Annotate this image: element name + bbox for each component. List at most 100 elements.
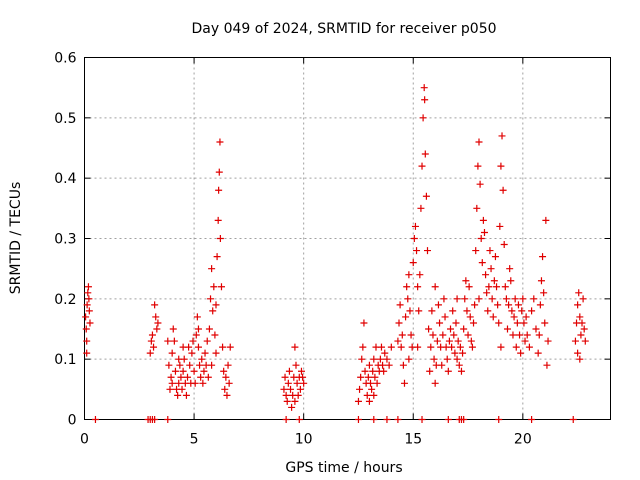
data-point (394, 337, 402, 345)
data-point (485, 283, 493, 291)
data-point (506, 265, 514, 273)
data-point (200, 367, 208, 375)
data-point (84, 283, 92, 291)
data-point (283, 397, 291, 405)
y-tick-label: 0.1 (54, 352, 76, 368)
data-point (165, 361, 173, 369)
data-point (473, 204, 481, 212)
data-point (452, 319, 460, 327)
data-point (216, 235, 224, 242)
data-point (168, 349, 176, 357)
data-point (83, 349, 91, 357)
data-point (543, 361, 551, 369)
data-point (451, 349, 459, 357)
data-point (370, 391, 378, 399)
data-point (419, 114, 427, 122)
data-point (505, 301, 513, 309)
data-point (516, 331, 524, 339)
grid (84, 57, 611, 420)
data-point (467, 337, 475, 345)
data-point (219, 343, 227, 351)
data-point (402, 313, 410, 321)
data-point (500, 241, 508, 249)
data-point (417, 204, 425, 212)
data-point (461, 295, 469, 303)
data-point (196, 361, 204, 369)
y-tick-label: 0.5 (54, 111, 76, 127)
data-point (495, 319, 503, 327)
data-point (448, 343, 456, 351)
data-point (222, 373, 230, 381)
data-point (215, 168, 223, 176)
data-point (288, 403, 296, 411)
data-point (477, 235, 485, 242)
data-point (427, 343, 435, 351)
data-point (536, 301, 544, 309)
data-point (578, 319, 586, 327)
data-point (441, 313, 449, 321)
data-point (208, 265, 216, 273)
data-point (414, 343, 422, 351)
data-point (508, 307, 516, 315)
data-point (438, 361, 446, 369)
data-point (544, 337, 552, 345)
data-point (174, 391, 182, 399)
data-point (193, 313, 201, 321)
data-point (284, 379, 292, 387)
data-point (541, 319, 549, 327)
data-point (497, 343, 505, 351)
data-point (447, 325, 455, 333)
data-point (177, 373, 185, 381)
data-point (464, 331, 472, 339)
data-point (431, 379, 439, 387)
data-point (170, 337, 178, 345)
data-point (444, 367, 452, 375)
data-point (468, 343, 476, 351)
data-point (581, 337, 589, 345)
data-point (166, 385, 174, 393)
data-point (421, 96, 429, 104)
data-point (212, 301, 220, 309)
data-point (146, 349, 154, 357)
data-point (184, 373, 192, 381)
data-point (152, 313, 160, 321)
data-point (216, 138, 224, 146)
data-point (510, 313, 518, 321)
data-point (354, 397, 362, 405)
data-point (513, 319, 521, 327)
data-point (574, 349, 582, 357)
data-point (213, 253, 221, 261)
data-point (150, 343, 158, 351)
data-point (383, 416, 391, 423)
data-point (430, 355, 438, 363)
data-point (201, 349, 209, 357)
data-point (209, 307, 217, 315)
data-point (537, 277, 545, 285)
data-point (358, 355, 366, 363)
data-point (360, 319, 368, 327)
data-point (480, 228, 488, 236)
data-point (214, 216, 222, 224)
data-point (217, 283, 225, 291)
data-point (511, 295, 519, 303)
data-point (383, 355, 391, 363)
data-point (439, 331, 447, 339)
data-point (148, 331, 156, 339)
data-point (407, 331, 415, 339)
data-point (178, 385, 186, 393)
data-point (208, 361, 216, 369)
data-point (194, 325, 202, 333)
data-point (175, 355, 183, 363)
data-point (296, 385, 304, 393)
data-point (519, 295, 527, 303)
data-point (369, 367, 377, 375)
axis-ticks (84, 57, 611, 420)
data-point (431, 283, 439, 291)
data-point (151, 416, 159, 423)
data-point (387, 343, 395, 351)
data-point (368, 385, 376, 393)
data-point (179, 367, 187, 375)
data-point (460, 325, 468, 333)
data-point (535, 331, 543, 339)
data-point (86, 319, 94, 327)
